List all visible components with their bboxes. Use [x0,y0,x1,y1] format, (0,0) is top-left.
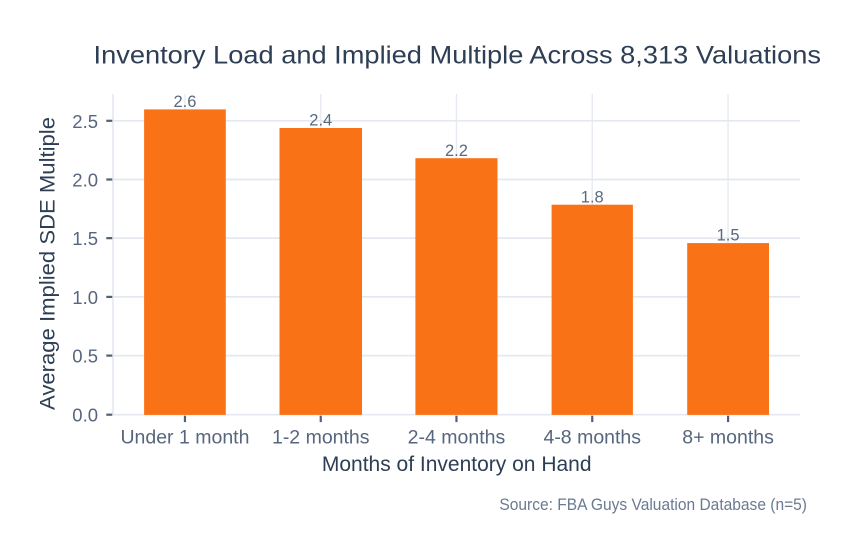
svg-text:1-2 months: 1-2 months [272,427,370,449]
svg-text:0.5: 0.5 [72,346,98,367]
svg-text:2.5: 2.5 [72,111,98,132]
svg-text:1.8: 1.8 [581,188,604,206]
svg-text:2.0: 2.0 [72,170,98,191]
svg-text:2.6: 2.6 [173,93,196,111]
svg-text:1.0: 1.0 [72,287,98,308]
svg-text:4-8 months: 4-8 months [543,427,641,449]
svg-text:Months of Inventory on Hand: Months of Inventory on Hand [322,453,592,476]
svg-text:Inventory Load and Implied Mul: Inventory Load and Implied Multiple Acro… [94,41,822,69]
svg-text:2.2: 2.2 [445,142,468,160]
svg-text:Source: FBA Guys Valuation Dat: Source: FBA Guys Valuation Database (n=5… [499,495,807,514]
svg-text:Under 1 month: Under 1 month [120,427,249,449]
svg-text:8+ months: 8+ months [682,427,774,449]
svg-text:1.5: 1.5 [717,226,740,244]
svg-text:Average Implied SDE Multiple: Average Implied SDE Multiple [36,117,60,410]
svg-text:1.5: 1.5 [72,228,98,249]
svg-text:2-4 months: 2-4 months [408,427,506,449]
svg-text:0.0: 0.0 [72,405,98,426]
svg-text:2.4: 2.4 [309,112,332,130]
